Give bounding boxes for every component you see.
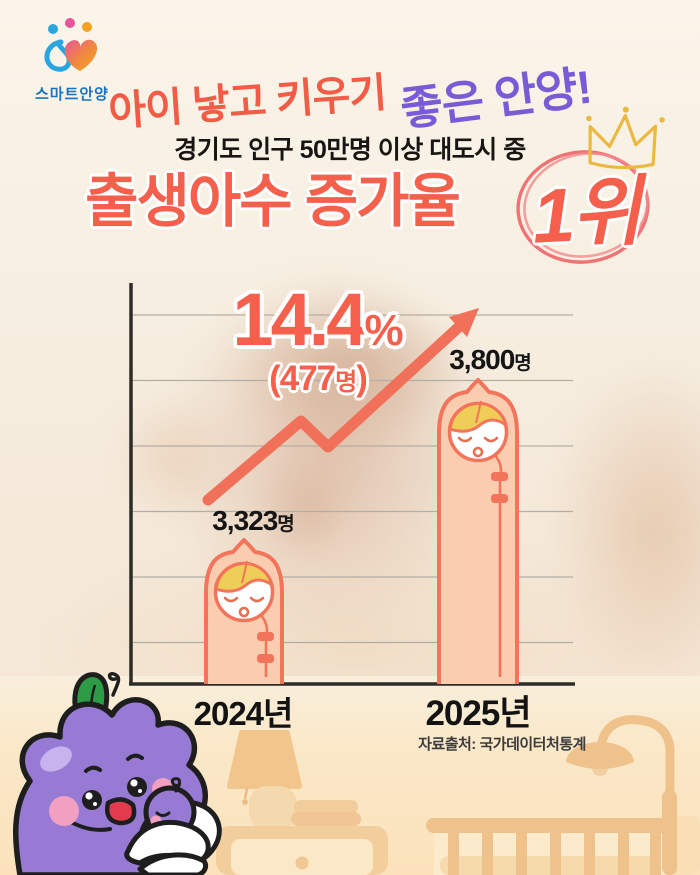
tagline-part1: 아이 낳고 키우기: [107, 69, 388, 135]
growth-value: 14.4: [232, 278, 367, 361]
mascot-highlight: [40, 746, 72, 772]
logo-text: 스마트안양: [34, 86, 109, 103]
mascot-baby-bundle: [124, 777, 222, 875]
mascot-stem-curl: [107, 671, 121, 697]
tagline-part2: 좋은 안양!: [397, 60, 595, 136]
mascot-cheek: [49, 796, 79, 826]
baby-closed-eye: [223, 596, 239, 603]
growth-count-label: (477명): [269, 359, 368, 398]
folded-towel: [291, 812, 361, 826]
bar-2025: [437, 378, 519, 684]
nursery-illustration: [216, 715, 700, 875]
rank-circle-doodle: [516, 150, 650, 264]
baby-closed-eye: [457, 436, 473, 443]
crib-illustration: [426, 818, 670, 875]
logo-heart-icon: [44, 18, 98, 72]
floor-lamp-illustration: [566, 715, 677, 875]
nightstand-illustration: [216, 730, 388, 875]
table-lamp-shade: [227, 730, 302, 789]
bar-value-2025: 3,800명: [449, 344, 532, 375]
mascot-mouth: [105, 797, 137, 826]
folded-towel: [294, 800, 358, 814]
trend-arrow-icon: [202, 308, 479, 506]
baby-closed-eye: [483, 436, 499, 443]
crown-icon: [586, 106, 665, 170]
baby-mouth: [472, 446, 484, 458]
mascot-eyebrow: [126, 753, 144, 761]
mascot-eyes: [82, 777, 147, 810]
growth-rate-label: 14.4% (477명): [193, 283, 443, 398]
drawer-knob: [295, 856, 309, 870]
rank-badge: 1위: [530, 169, 641, 260]
category-label-2024: 2024년: [193, 695, 294, 732]
blanket-wrap: [137, 852, 209, 875]
baby-closed-eye: [249, 596, 265, 603]
mascot-eyebrow: [84, 765, 102, 773]
bar-value-2024: 3,323명: [212, 505, 295, 536]
main-title: 출생아수 증가율: [85, 169, 461, 234]
category-label-2025: 2025년: [425, 694, 531, 733]
baby-mouth: [238, 606, 250, 618]
subtitle: 경기도 인구 50만명 이상 대도시 중: [174, 136, 526, 164]
bar-2024: [204, 538, 284, 684]
grape-mascot: [13, 671, 222, 875]
table-lamp-base: [249, 786, 297, 830]
percent-sign: %: [364, 306, 404, 355]
smart-anyang-logo: 스마트안양: [24, 18, 120, 104]
source-note: 자료출처: 국가데이터처통계: [418, 736, 586, 753]
